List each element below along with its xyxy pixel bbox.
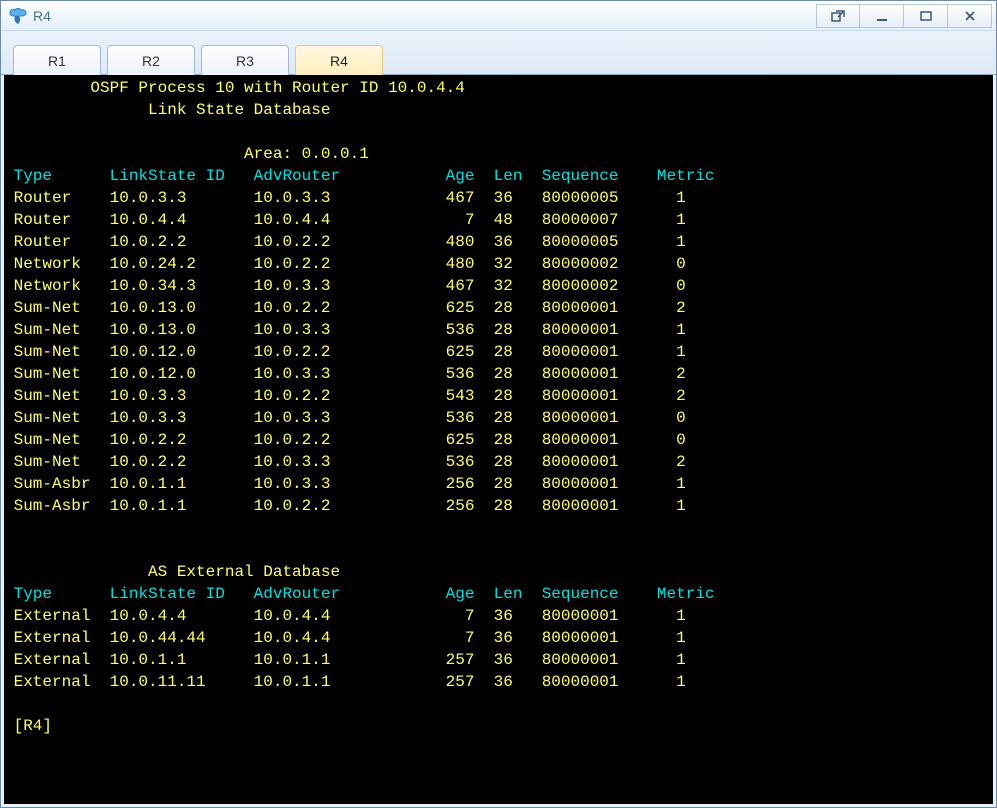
- maximize-button[interactable]: [904, 4, 948, 28]
- tab-bar: R1 R2 R3 R4: [1, 31, 996, 75]
- window-title: R4: [33, 8, 51, 24]
- terminal-output[interactable]: OSPF Process 10 with Router ID 10.0.4.4 …: [4, 75, 993, 804]
- tab-label: R1: [48, 53, 66, 69]
- tab-label: R2: [142, 53, 160, 69]
- tab-r2[interactable]: R2: [107, 45, 195, 75]
- tab-label: R3: [236, 53, 254, 69]
- window-controls: [816, 4, 992, 28]
- tab-label: R4: [330, 53, 348, 69]
- close-button[interactable]: [948, 4, 992, 28]
- app-window: R4 R1 R2 R3 R4 OSPF Process 10 with Router …: [0, 0, 997, 808]
- titlebar: R4: [1, 1, 996, 31]
- minimize-button[interactable]: [860, 4, 904, 28]
- tab-r4[interactable]: R4: [295, 45, 383, 75]
- tab-r1[interactable]: R1: [13, 45, 101, 75]
- tab-r3[interactable]: R3: [201, 45, 289, 75]
- popout-button[interactable]: [816, 4, 860, 28]
- app-icon: [9, 7, 27, 25]
